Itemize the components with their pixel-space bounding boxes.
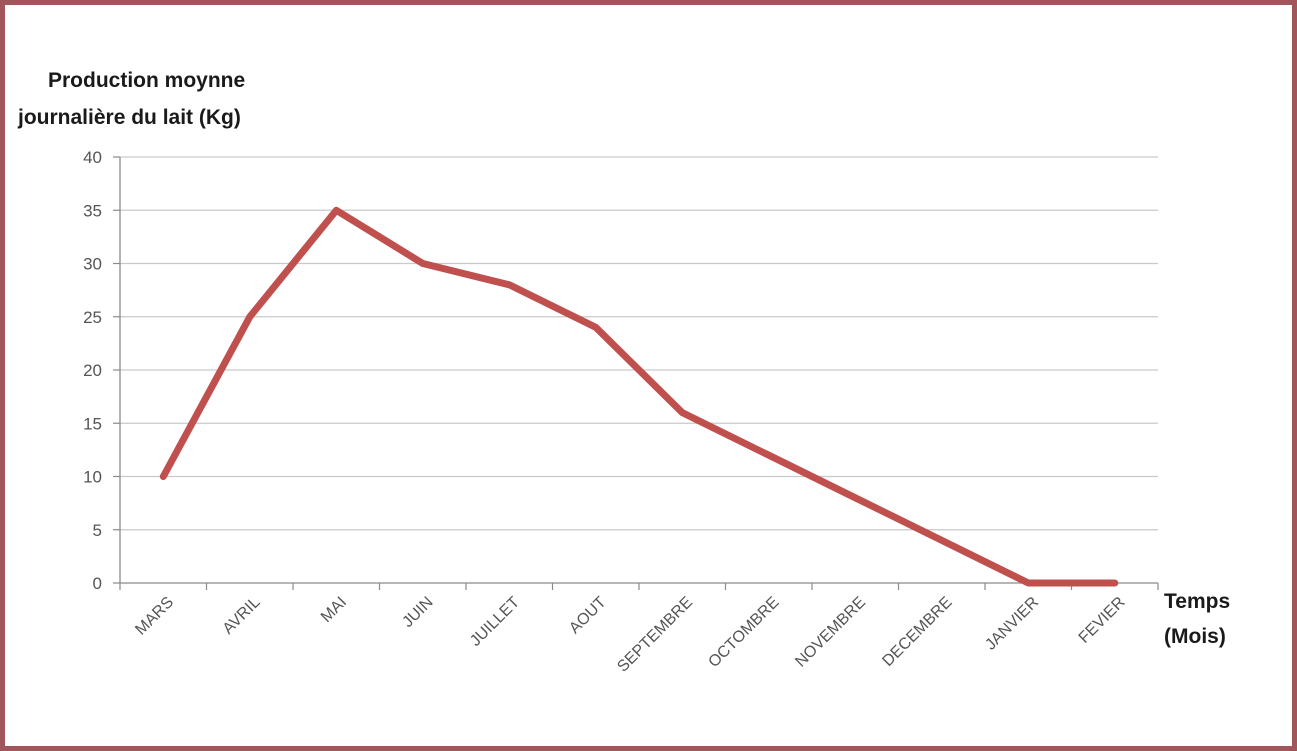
x-tick-label: AOUT [566, 594, 610, 638]
x-axis-title-line-2: (Mois) [1164, 625, 1226, 648]
x-tick-label: OCTOMBRE [705, 594, 782, 671]
x-tick-label: MAI [318, 594, 350, 626]
x-axis-ticks: MARS AVRIL MAI JUIN JUILLET AOUT SEPTEMBRE OCTO… [120, 583, 1158, 676]
x-tick-label: MARS [132, 594, 177, 639]
x-tick-label: JANVIER [982, 594, 1042, 654]
x-axis-title-line-1: Temps [1164, 590, 1230, 613]
y-axis-title-line-2: journalière du lait (Kg) [17, 106, 241, 129]
x-tick-label: JUIN [399, 594, 436, 631]
x-tick-label: DECEMBRE [879, 594, 955, 670]
x-tick-label: FEVIER [1076, 594, 1129, 647]
x-tick-label: SEPTEMBRE [614, 594, 696, 676]
y-tick-label: 35 [83, 201, 102, 220]
y-tick-label: 0 [93, 574, 102, 593]
x-tick-label: AVRIL [220, 594, 264, 638]
x-tick-label: JUILLET [467, 594, 523, 650]
gridlines [120, 157, 1158, 530]
x-axis-title: Temps (Mois) [1164, 590, 1230, 648]
x-tick-label: NOVEMBRE [792, 594, 869, 671]
y-tick-label: 40 [83, 148, 102, 167]
y-tick-label: 30 [83, 255, 102, 274]
y-tick-label: 15 [83, 414, 102, 433]
y-axis-title-line-1: Production moynne [48, 69, 245, 92]
y-axis-ticks: 0 5 10 15 20 25 30 35 40 [83, 148, 120, 593]
y-axis-title: Production moynne journalière du lait (K… [17, 69, 245, 129]
y-tick-label: 10 [83, 468, 102, 487]
y-tick-label: 25 [83, 308, 102, 327]
y-tick-label: 20 [83, 361, 102, 380]
series-group [163, 210, 1115, 583]
y-tick-label: 5 [93, 521, 102, 540]
series-line-0 [163, 210, 1115, 583]
